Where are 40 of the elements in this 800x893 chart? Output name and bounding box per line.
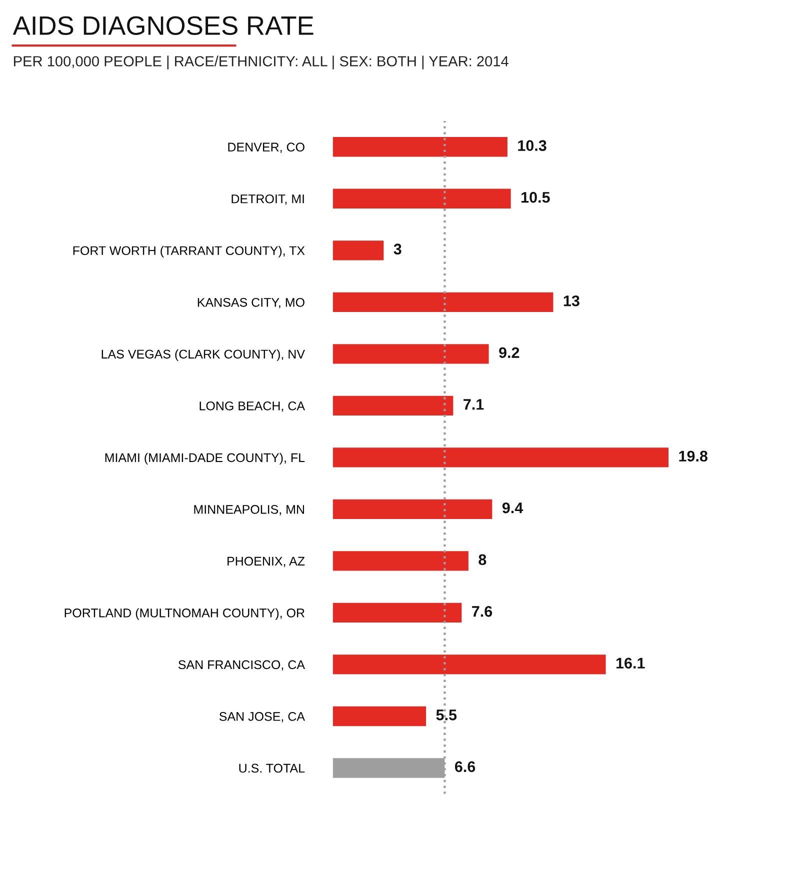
bar — [332, 292, 554, 312]
y-tick-label: FORT WORTH (TARRANT COUNTY), TX — [73, 246, 305, 258]
data-label: 10.5 — [522, 192, 550, 203]
data-label: 5.5 — [436, 710, 457, 720]
bar — [332, 137, 508, 157]
data-label: 10.3 — [518, 140, 546, 152]
bar — [332, 551, 468, 571]
data-label: 7.6 — [472, 606, 492, 617]
bar — [332, 396, 454, 416]
y-tick-label: DETROIT, MI — [232, 194, 304, 205]
bar — [332, 706, 426, 726]
y-tick-label: DENVER, CO — [228, 142, 304, 154]
y-tick-label: PHOENIX, AZ — [228, 556, 305, 568]
bar — [332, 188, 511, 208]
data-label: 3 — [394, 244, 402, 255]
bar — [332, 448, 669, 468]
y-tick-label: KANSAS CITY, MO — [198, 298, 304, 308]
y-tick-label: MINNEAPOLIS, MN — [194, 505, 304, 516]
data-label: 19.8 — [679, 450, 708, 462]
y-tick-label: SAN JOSE, CA — [219, 712, 305, 722]
chart-title: AIDS DIAGNOSES RATE — [12, 16, 314, 35]
y-tick-label: U.S. TOTAL — [239, 764, 305, 773]
data-label: 7.1 — [464, 399, 484, 410]
y-tick-label: LAS VEGAS (CLARK COUNTY), NV — [102, 349, 305, 362]
bar — [332, 499, 492, 520]
y-tick-label: SAN FRANCISCO, CA — [178, 660, 305, 671]
y-tick-label: PORTLAND (MULTNOMAH COUNTY), OR — [64, 608, 304, 620]
bar — [332, 344, 489, 364]
chart-subtitle: PER 100,000 PEOPLE | RACE/ETHNICITY: ALL | SEX: BOTH | YEAR: 2014 — [14, 56, 508, 70]
y-tick-label: MIAMI (MIAMI-DADE COUNTY), FL — [105, 452, 305, 465]
data-label: 9.4 — [502, 502, 524, 514]
data-label: 13 — [564, 295, 580, 306]
bar — [332, 654, 606, 674]
data-label: 9.2 — [499, 347, 520, 358]
bar — [332, 240, 384, 260]
data-label: 6.6 — [454, 761, 476, 772]
y-tick-label: LONG BEACH, CA — [200, 401, 305, 412]
data-label: 8 — [478, 554, 486, 566]
data-label: 16.1 — [616, 658, 645, 669]
bar — [332, 602, 462, 623]
